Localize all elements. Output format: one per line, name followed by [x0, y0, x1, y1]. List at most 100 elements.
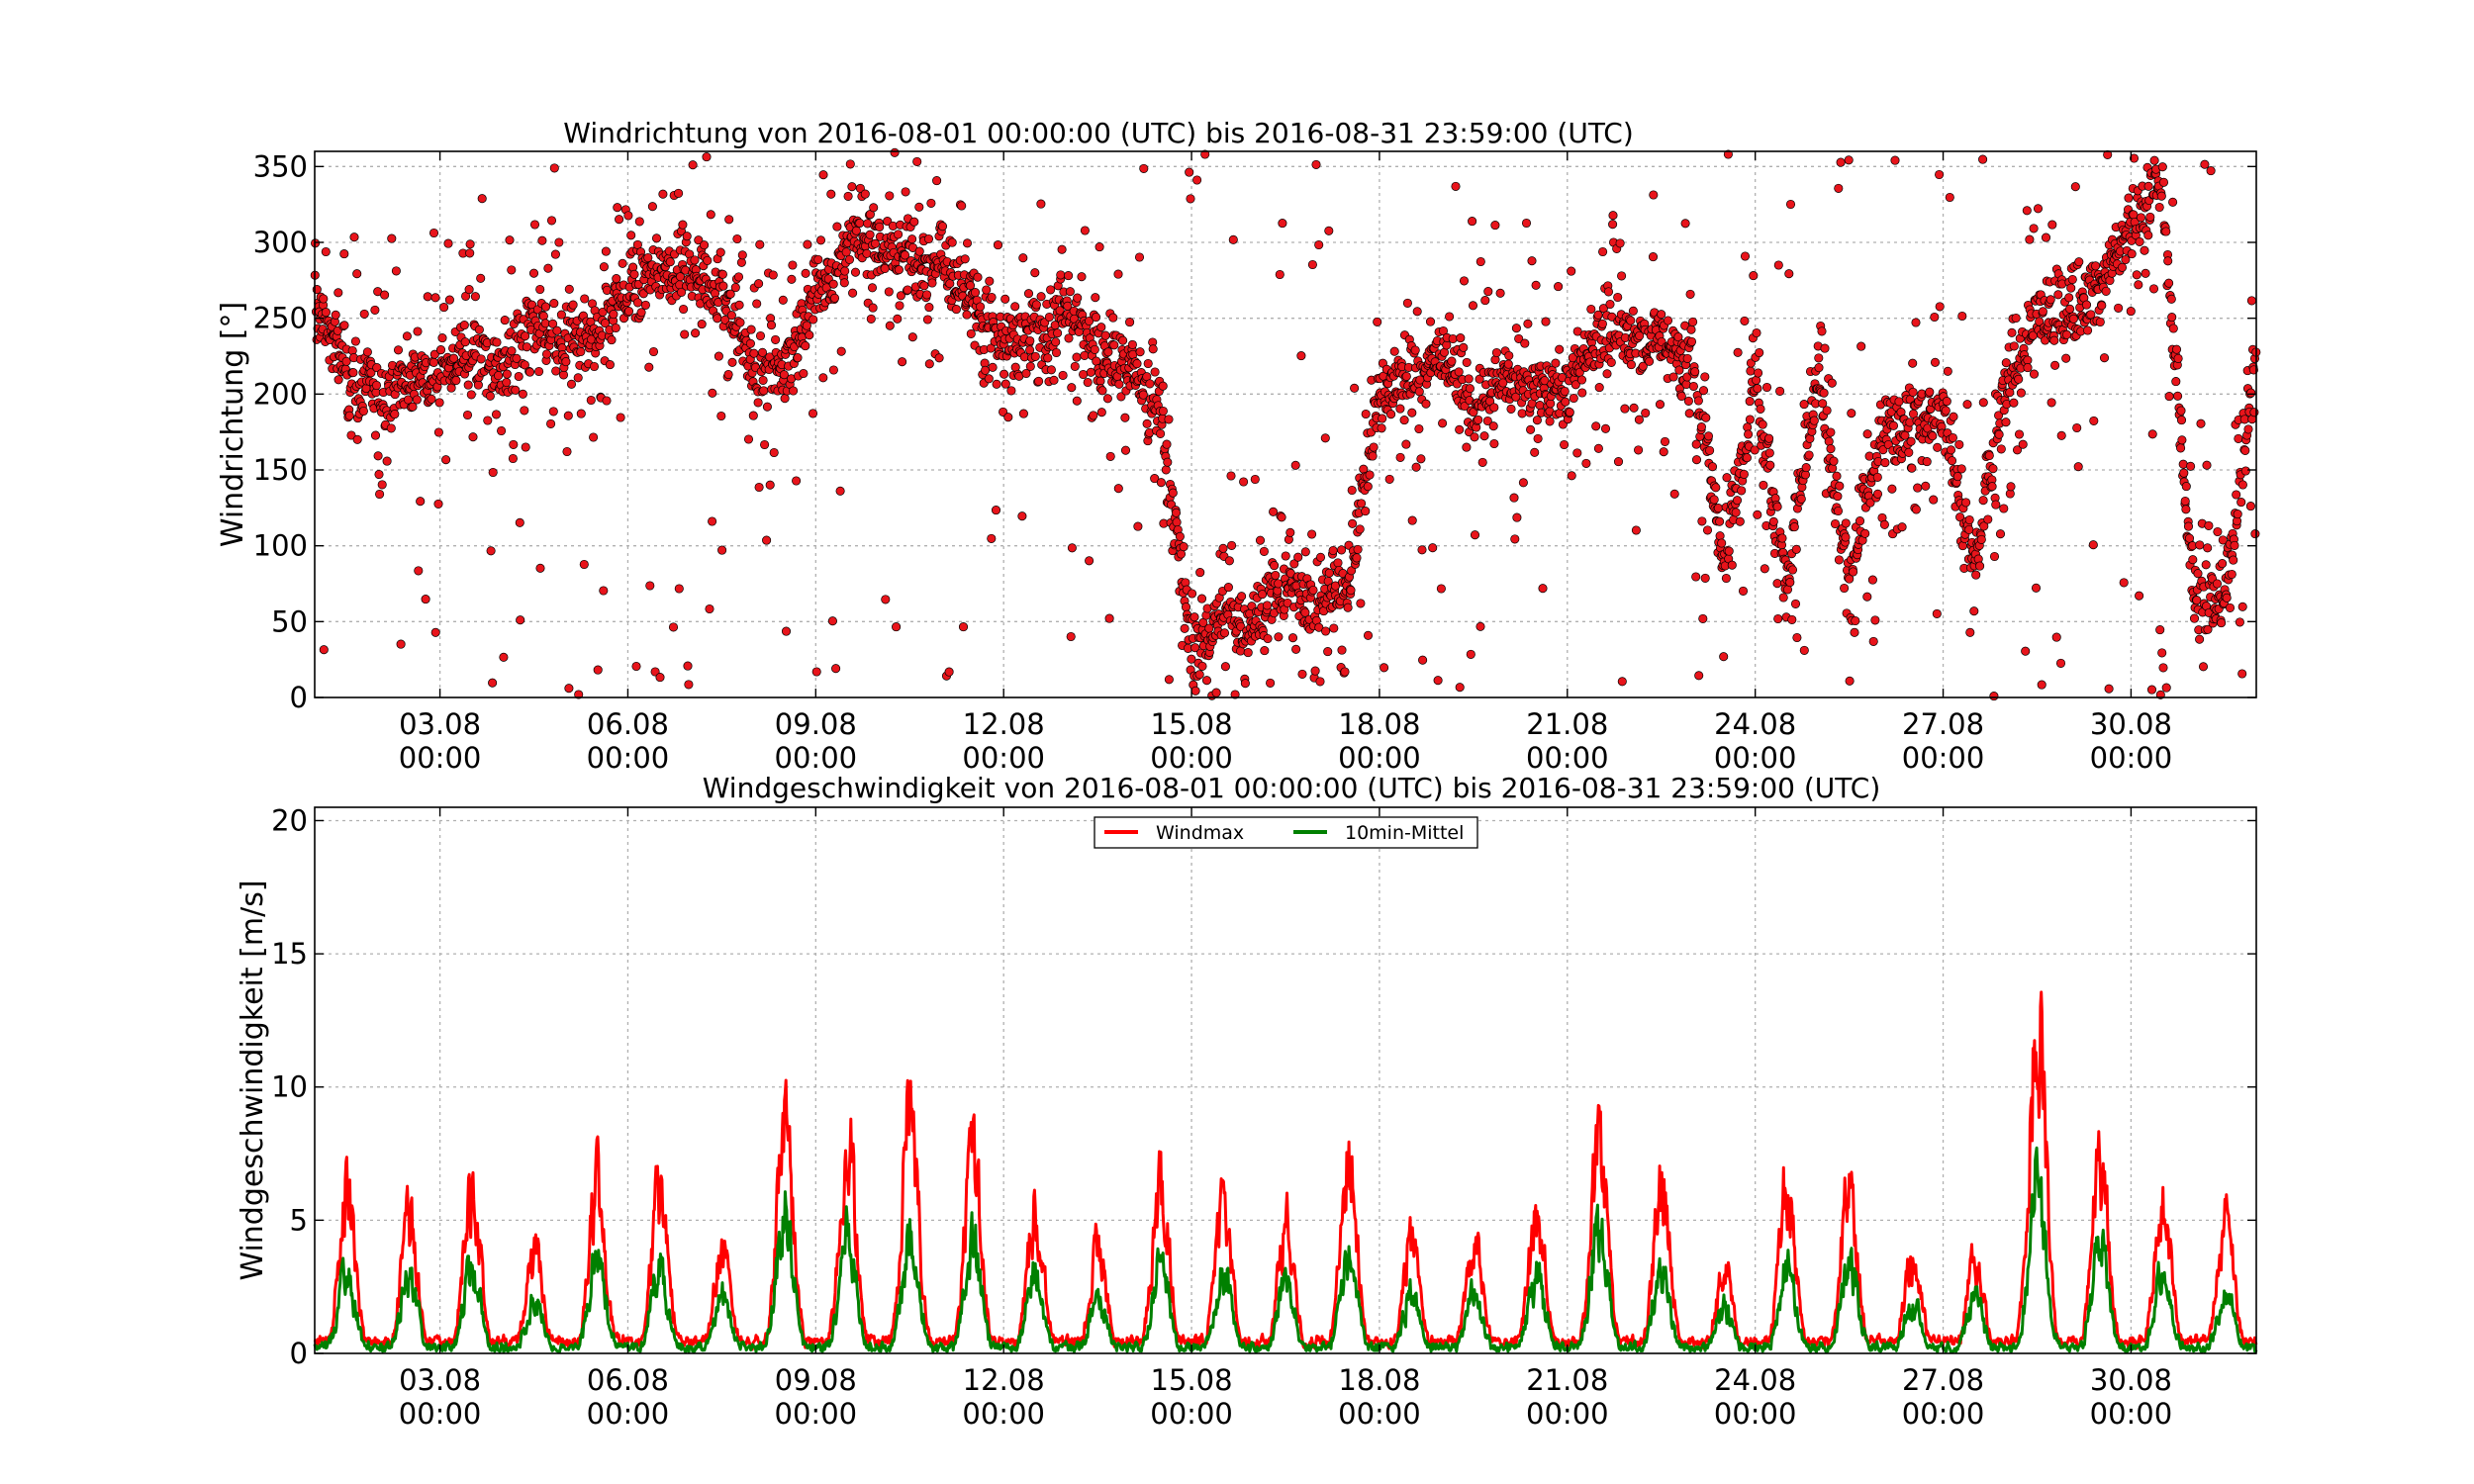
- direction-point: [826, 189, 836, 199]
- x-tick-date-label: 12.08: [963, 707, 1045, 741]
- direction-point: [1841, 518, 1851, 528]
- direction-point: [2014, 374, 2024, 384]
- direction-point: [462, 410, 473, 420]
- direction-point: [1488, 421, 1498, 431]
- direction-point: [550, 249, 560, 259]
- direction-point: [1433, 676, 1443, 686]
- direction-point: [1673, 332, 1683, 342]
- direction-point: [1158, 381, 1168, 391]
- direction-point: [1818, 399, 1828, 409]
- direction-point: [1731, 508, 1741, 517]
- wind-direction-y-ticks: 0 50 100 150 200 250 300 350: [253, 149, 2256, 714]
- direction-point: [2088, 540, 2098, 550]
- direction-point: [1018, 253, 1028, 263]
- direction-point: [2031, 583, 2042, 593]
- direction-point: [1761, 382, 1772, 393]
- direction-point: [1018, 409, 1028, 418]
- direction-point: [502, 377, 512, 388]
- direction-point: [1819, 388, 1829, 398]
- direction-point: [1365, 470, 1375, 480]
- direction-point: [788, 260, 798, 270]
- direction-point: [1100, 330, 1110, 340]
- direction-point: [1890, 155, 1900, 165]
- direction-point: [609, 310, 618, 320]
- direction-point: [488, 678, 498, 688]
- direction-point: [1412, 307, 1422, 317]
- legend-10min-mittel-label: 10min-Mittel: [1345, 822, 1464, 844]
- direction-point: [1765, 460, 1775, 470]
- direction-point: [1603, 287, 1614, 297]
- direction-point: [1483, 287, 1493, 297]
- direction-point: [815, 235, 826, 245]
- direction-point: [960, 254, 970, 264]
- direction-point: [387, 233, 397, 243]
- direction-point: [2181, 505, 2191, 514]
- direction-point: [1593, 443, 1603, 453]
- direction-point: [1894, 397, 1904, 407]
- direction-point: [613, 203, 622, 213]
- direction-point: [1569, 393, 1578, 404]
- direction-point: [1745, 397, 1755, 407]
- direction-point: [1561, 397, 1570, 407]
- direction-point: [1897, 522, 1907, 532]
- direction-point: [1010, 302, 1020, 312]
- direction-point: [1293, 552, 1303, 562]
- direction-point: [703, 255, 713, 265]
- direction-point: [554, 237, 564, 247]
- direction-point: [1163, 457, 1173, 467]
- direction-point: [1080, 350, 1090, 360]
- direction-point: [1355, 524, 1365, 534]
- direction-point: [1700, 372, 1710, 382]
- direction-point: [715, 247, 725, 257]
- direction-point: [541, 349, 552, 359]
- direction-point: [1801, 463, 1811, 473]
- direction-point: [1283, 598, 1292, 608]
- direction-point: [1760, 564, 1769, 574]
- direction-point: [373, 451, 383, 461]
- direction-point: [1930, 312, 1940, 323]
- direction-point: [924, 359, 934, 369]
- direction-point: [1626, 316, 1636, 325]
- direction-point: [1464, 374, 1474, 384]
- direction-point: [352, 269, 362, 279]
- direction-point: [1680, 219, 1690, 229]
- direction-point: [1565, 408, 1574, 417]
- direction-point: [1239, 477, 1249, 487]
- direction-point: [1380, 663, 1389, 673]
- direction-point: [1758, 419, 1767, 429]
- wind-speed-y-ticks: 0 5 10 15 20: [271, 803, 2256, 1370]
- direction-point: [999, 369, 1009, 379]
- direction-point: [2023, 363, 2033, 373]
- direction-point: [2157, 648, 2167, 658]
- wind-speed-panel: Windgeschwindigkeit von 2016-08-01 00:00…: [236, 772, 2258, 1431]
- x-tick-date-label: 24.08: [1714, 707, 1796, 741]
- direction-point: [1085, 316, 1094, 326]
- direction-point: [1489, 403, 1499, 413]
- direction-point: [1956, 464, 1966, 474]
- direction-point: [1754, 368, 1763, 378]
- direction-point: [370, 305, 380, 315]
- direction-point: [1834, 183, 1844, 193]
- direction-point: [2186, 461, 2196, 471]
- direction-point: [1442, 340, 1452, 350]
- direction-point: [1448, 333, 1458, 344]
- direction-point: [1634, 445, 1644, 455]
- direction-point: [674, 584, 684, 594]
- direction-point: [1171, 508, 1182, 517]
- direction-point: [1945, 192, 1954, 203]
- direction-point: [1036, 199, 1046, 209]
- direction-point: [892, 622, 902, 632]
- direction-point: [1506, 404, 1516, 414]
- direction-point: [2081, 300, 2092, 310]
- direction-point: [1072, 396, 1082, 406]
- direction-point: [1204, 623, 1214, 633]
- x-tick-date-label: 06.08: [587, 707, 669, 741]
- direction-point: [396, 639, 406, 649]
- direction-point: [321, 308, 331, 318]
- direction-point: [1083, 377, 1093, 388]
- direction-point: [2064, 293, 2074, 303]
- direction-point: [2181, 482, 2191, 492]
- direction-point: [1655, 400, 1665, 410]
- direction-point: [787, 274, 797, 284]
- direction-point: [1996, 444, 2006, 454]
